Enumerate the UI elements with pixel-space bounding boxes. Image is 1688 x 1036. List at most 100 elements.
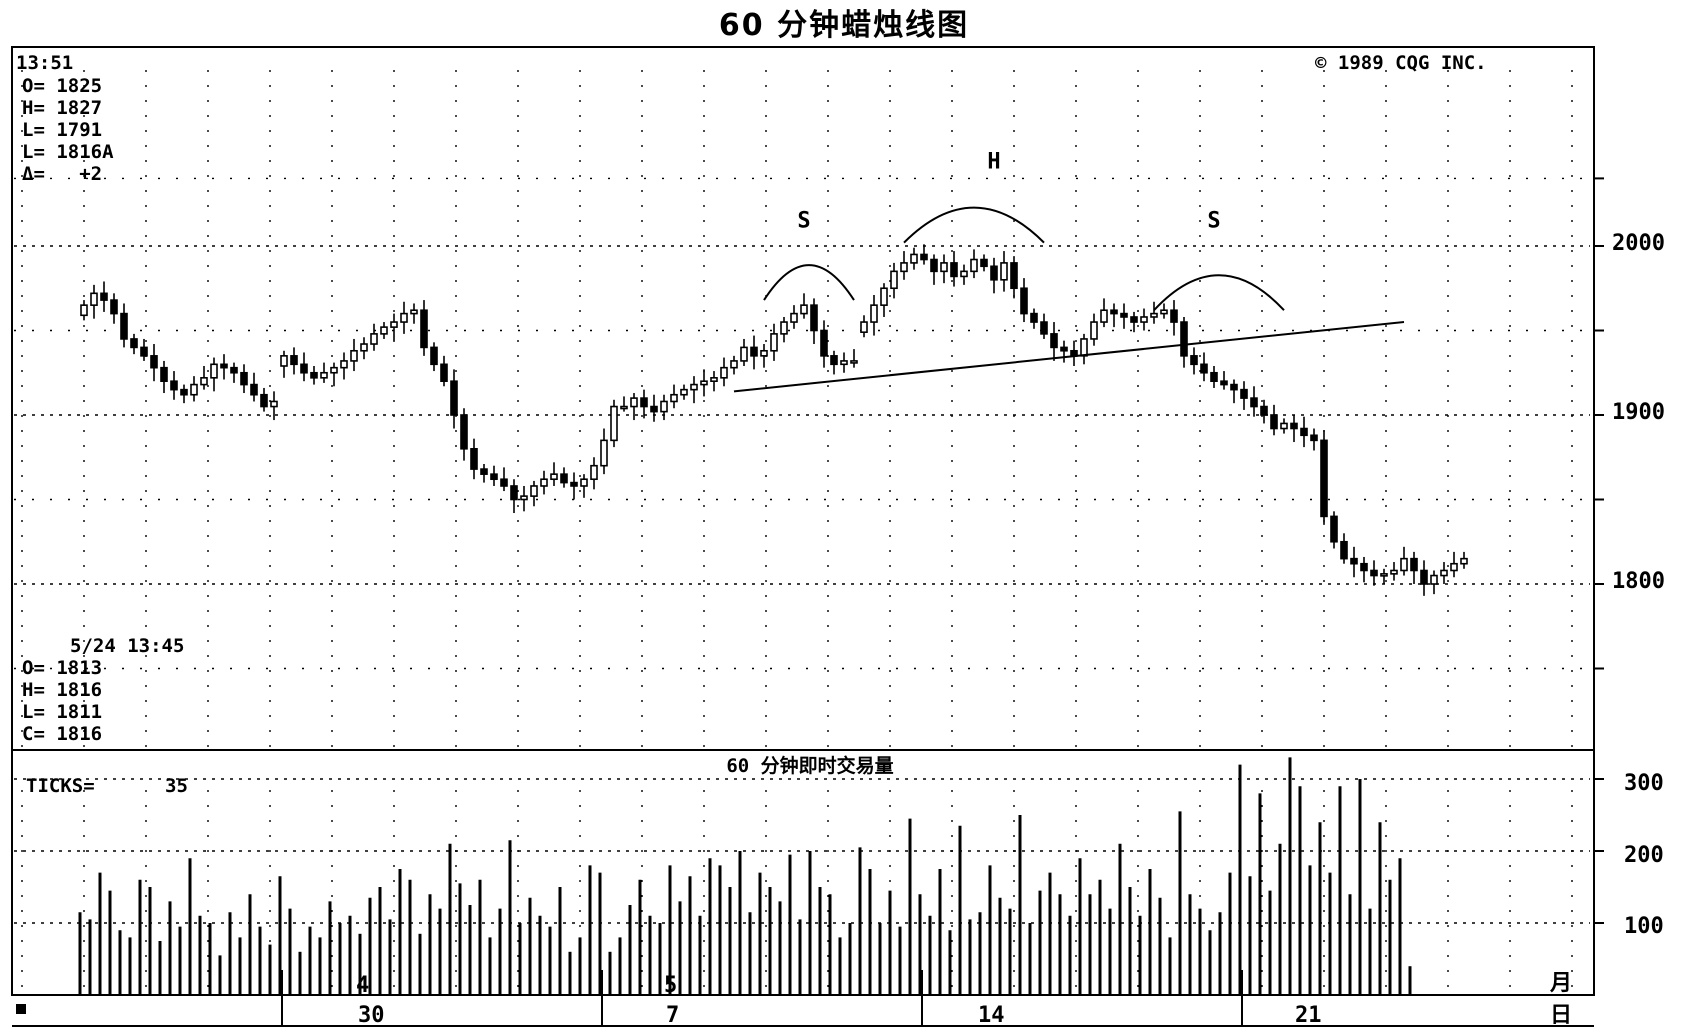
candle <box>660 394 668 421</box>
candle <box>450 369 458 429</box>
candle <box>1290 415 1298 443</box>
candle <box>780 316 788 343</box>
candle <box>280 350 288 378</box>
candle <box>420 300 428 356</box>
month-5-label: 5 <box>664 973 677 998</box>
candle <box>1350 546 1358 578</box>
candle <box>590 457 598 490</box>
candle <box>1250 386 1258 417</box>
neckline <box>733 321 1405 393</box>
candle <box>1010 256 1018 299</box>
bottom-readout-high: H= 1816 <box>22 679 102 701</box>
candle <box>1100 298 1108 328</box>
candle <box>310 365 318 385</box>
date-14-label: 14 <box>978 1003 1005 1028</box>
candle <box>560 467 568 488</box>
candle <box>190 376 198 402</box>
readout-low: L= 1791 <box>22 119 102 141</box>
candle <box>820 320 828 368</box>
candle <box>920 244 928 265</box>
candle <box>1400 546 1408 576</box>
date-30-label: 30 <box>358 1003 385 1028</box>
bottom-readout-open: O= 1813 <box>22 657 102 679</box>
candle <box>1180 316 1188 368</box>
candle <box>430 342 438 372</box>
candle <box>440 355 448 387</box>
candle <box>90 284 98 319</box>
price-panel-frame <box>11 46 1595 751</box>
candle <box>340 352 348 380</box>
month-end-label: 月 <box>1549 971 1572 996</box>
candle <box>330 362 338 387</box>
candle <box>1410 551 1418 584</box>
candle <box>1050 322 1058 361</box>
candle <box>1210 365 1218 388</box>
candle <box>1130 311 1138 333</box>
day-end-label: 日 <box>1550 1003 1572 1028</box>
candle <box>400 301 408 334</box>
candle <box>320 362 328 383</box>
candle <box>620 396 628 412</box>
axis-ticks <box>16 177 1604 1026</box>
candle <box>1020 278 1028 323</box>
candle <box>1200 352 1208 382</box>
candle <box>200 365 208 390</box>
candle <box>390 313 398 341</box>
candle <box>790 305 798 329</box>
candle <box>710 371 718 392</box>
candle <box>1220 371 1228 390</box>
candle <box>1000 251 1008 292</box>
candle <box>1460 551 1468 569</box>
bottom-readout-datetime: 5/24 13:45 <box>70 635 184 657</box>
chart-title: 60 分钟蜡烛线图 <box>718 8 970 43</box>
candle <box>1360 556 1368 583</box>
ytick-2000: 2000 <box>1612 231 1665 256</box>
candle <box>1230 379 1238 404</box>
candle <box>80 300 88 321</box>
candle <box>740 338 748 366</box>
candle <box>530 480 538 507</box>
candle <box>1370 560 1378 586</box>
candle <box>410 303 418 324</box>
candle <box>720 357 728 387</box>
candle <box>250 372 258 402</box>
candle <box>270 391 278 421</box>
candle <box>680 384 688 400</box>
candle <box>350 338 358 372</box>
candle <box>1450 551 1458 578</box>
candle <box>570 472 578 500</box>
vol-ytick-300: 300 <box>1624 771 1664 796</box>
pattern-overlays: S H S <box>733 149 1405 393</box>
volume-bars <box>78 757 1412 995</box>
candle <box>880 283 888 317</box>
candle <box>500 467 508 492</box>
candle <box>690 376 698 404</box>
copyright-label: © 1989 CQG INC. <box>1315 52 1487 74</box>
candle <box>1160 303 1168 319</box>
pattern-label: S <box>1207 208 1220 233</box>
time-label: 13:51 <box>16 52 73 74</box>
corner-marker <box>16 1004 26 1014</box>
candle <box>1390 562 1398 581</box>
candle <box>970 249 978 279</box>
candle <box>840 352 848 373</box>
month-4-label: 4 <box>356 973 369 998</box>
candle <box>830 350 838 375</box>
candle <box>360 337 368 360</box>
candle <box>490 465 498 486</box>
candle <box>1260 399 1268 424</box>
candle <box>510 479 518 514</box>
volume-title: 60 分钟即时交易量 <box>726 754 893 777</box>
candle <box>370 323 378 351</box>
candle <box>550 462 558 486</box>
candle <box>670 384 678 409</box>
candle <box>760 344 768 368</box>
candle <box>580 474 588 498</box>
candle <box>900 251 908 280</box>
candle <box>1040 313 1048 339</box>
readout-open: O= 1825 <box>22 75 102 97</box>
candle <box>700 369 708 397</box>
candle <box>1150 301 1158 324</box>
candle <box>930 254 938 285</box>
